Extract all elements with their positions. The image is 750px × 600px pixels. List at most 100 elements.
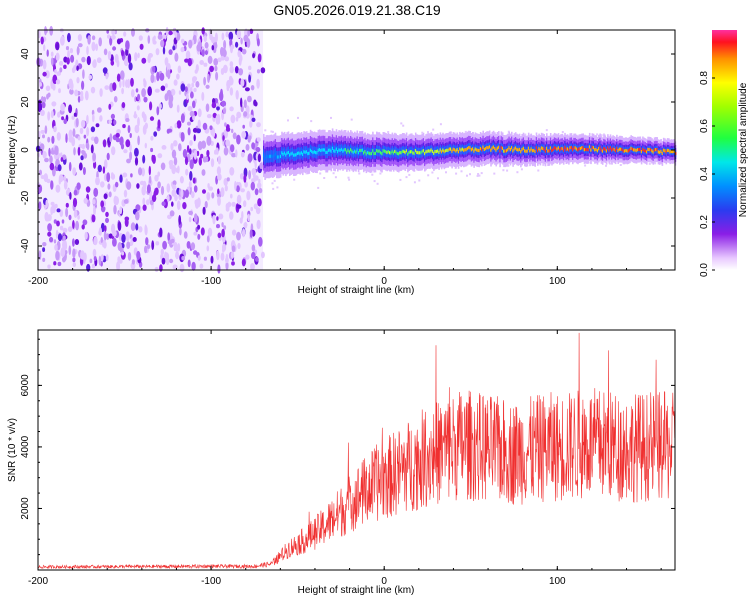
noise-blob — [50, 51, 54, 57]
spectrum-speck — [293, 178, 296, 181]
x-tick-label: 100 — [549, 576, 566, 587]
noise-blob — [72, 248, 76, 259]
noise-blob — [251, 251, 256, 260]
noise-blob — [119, 174, 123, 183]
noise-blob — [92, 113, 95, 123]
spectrum-peak — [470, 148, 473, 152]
spectrum-peak — [357, 151, 360, 155]
spectrum-peak — [294, 153, 296, 157]
noise-blob — [98, 227, 102, 236]
noise-blob — [250, 263, 255, 271]
noise-blob — [171, 184, 177, 190]
noise-blob — [121, 87, 124, 95]
noise-blob — [115, 181, 119, 188]
snr-panel: -200 -100 0 100 2000 4000 6000 Height of stra… — [7, 329, 676, 596]
noise-blob — [53, 219, 57, 224]
noise-blob — [215, 147, 219, 155]
spectrum-peak — [346, 150, 348, 154]
noise-blob — [57, 233, 63, 242]
noise-blob — [225, 257, 229, 264]
spectrum-speck — [603, 133, 605, 136]
noise-blob — [106, 172, 111, 183]
noise-blob — [127, 125, 131, 134]
spectrum-peak — [616, 146, 618, 150]
noise-blob — [192, 177, 196, 184]
spectrum-peak — [547, 149, 550, 153]
noise-blob — [244, 87, 250, 92]
noise-blob — [86, 142, 90, 151]
noise-blob — [207, 227, 213, 237]
spectrum-speck — [480, 172, 483, 175]
spectrum-speck — [334, 176, 337, 179]
spectrum-peak — [420, 151, 422, 155]
spectrum-peak — [313, 150, 316, 154]
noise-blob — [173, 242, 178, 251]
noise-blob — [158, 103, 162, 110]
noise-blob — [110, 60, 115, 66]
noise-blob — [257, 198, 262, 207]
noise-blob — [222, 247, 225, 253]
noise-blob — [42, 59, 47, 70]
noise-blob — [168, 159, 174, 167]
noise-blob — [216, 224, 220, 229]
spectrum-peak — [623, 149, 626, 153]
noise-blob — [110, 113, 115, 120]
spectrum-peak — [495, 148, 498, 152]
noise-blob — [144, 224, 147, 234]
noise-blob — [148, 175, 152, 184]
noise-blob — [126, 181, 132, 190]
noise-blob — [107, 50, 112, 61]
noise-blob — [47, 223, 52, 232]
noise-blob — [231, 229, 237, 236]
spectrum-peak — [450, 147, 452, 151]
noise-blob — [80, 155, 84, 161]
noise-blob — [211, 36, 217, 44]
noise-blob — [161, 34, 167, 40]
spectrum-peak — [452, 147, 455, 151]
spectrum-peak — [560, 147, 563, 151]
spectrum-peak — [640, 150, 643, 154]
spectrum-peak — [579, 146, 582, 151]
noise-blob — [119, 79, 122, 88]
y-tick-label: -20 — [20, 190, 31, 205]
noise-blob — [130, 222, 136, 232]
noise-blob — [260, 67, 266, 74]
noise-blob — [191, 82, 195, 88]
spectrum-speck — [455, 172, 458, 175]
spectrum-peak — [507, 148, 509, 152]
noise-blob — [183, 231, 188, 239]
spectrum-peak — [478, 149, 481, 153]
spectrum-speck — [376, 182, 379, 185]
noise-blob — [184, 156, 189, 166]
noise-blob — [60, 157, 64, 162]
spectrum-peak — [317, 148, 320, 152]
spectrum-peak — [381, 152, 383, 156]
spectrum-peak — [635, 149, 638, 153]
spectrum-peak — [625, 148, 627, 153]
noise-blob — [218, 213, 224, 220]
spectrum-speck — [418, 179, 421, 182]
noise-blob — [223, 146, 229, 156]
spectrum-peak — [459, 147, 461, 151]
noise-blob — [63, 118, 67, 125]
noise-blob — [102, 67, 108, 74]
noise-blob — [247, 95, 252, 103]
spectrum-peak — [270, 154, 273, 158]
spectrum-peak — [370, 151, 373, 156]
spectrum-peak — [298, 151, 300, 155]
noise-blob — [225, 126, 231, 132]
spectrum-peak — [591, 145, 594, 149]
spectrum-peak — [430, 148, 433, 152]
noise-blob — [65, 46, 70, 51]
spectrum-peak — [343, 148, 346, 152]
noise-blob — [123, 31, 127, 37]
noise-blob — [80, 119, 86, 128]
noise-blob — [66, 57, 70, 65]
spectrum-peak — [392, 151, 395, 155]
spectrum-peak — [265, 155, 268, 159]
noise-blob — [80, 94, 84, 102]
spectrum-peak — [661, 151, 664, 155]
noise-blob — [230, 114, 236, 124]
noise-blob — [57, 261, 62, 267]
noise-blob — [60, 247, 66, 258]
